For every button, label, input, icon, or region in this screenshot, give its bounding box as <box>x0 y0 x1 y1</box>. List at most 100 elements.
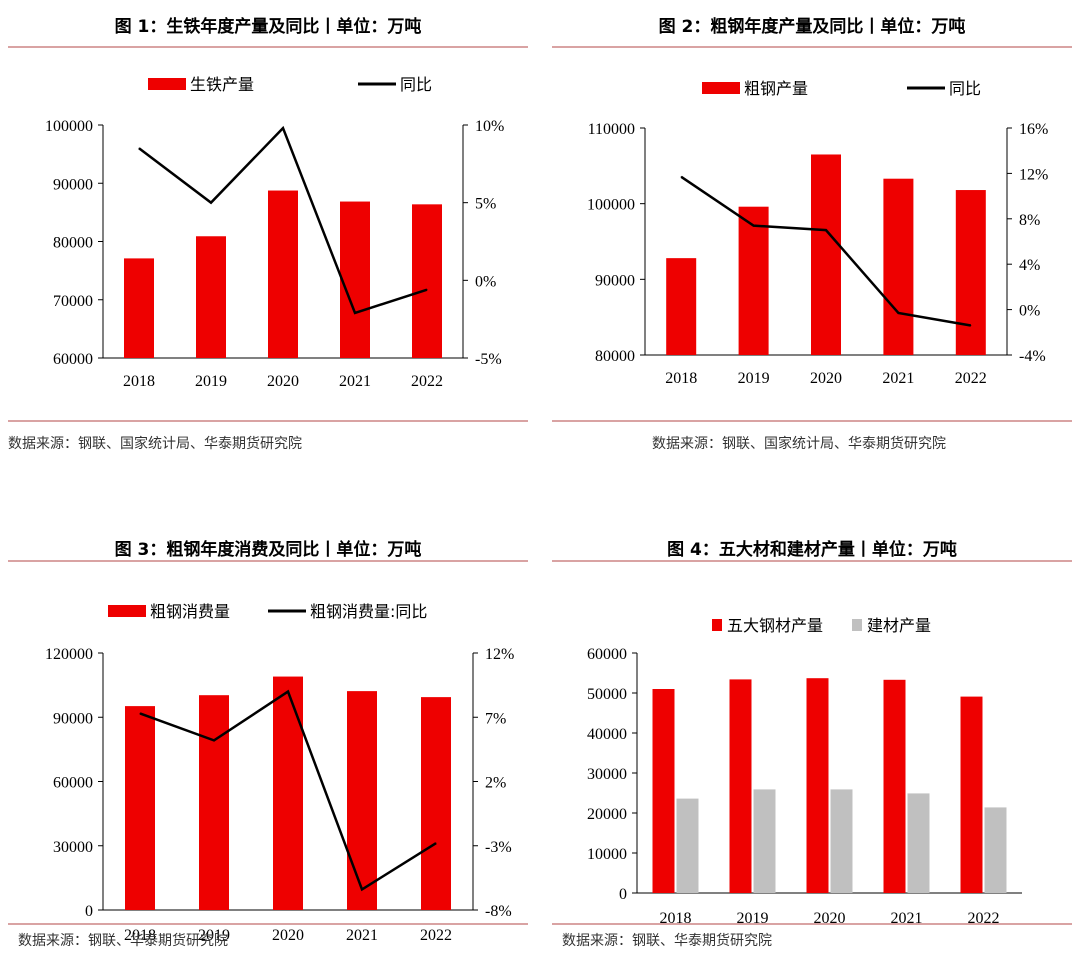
right-tick-label: -8% <box>485 903 512 920</box>
bar-primary <box>811 154 841 355</box>
yoy-point <box>213 739 215 741</box>
yoy-point <box>361 888 363 890</box>
category-label: 2021 <box>882 370 914 387</box>
bar-primary <box>652 689 675 893</box>
left-tick-label: 60000 <box>587 646 627 663</box>
bar-primary <box>124 258 154 358</box>
left-tick-label: 90000 <box>53 176 93 193</box>
bar-primary <box>421 697 451 910</box>
category-label: 2022 <box>968 910 1000 927</box>
left-tick-label: 50000 <box>587 686 627 703</box>
legend-swatch-primary <box>712 619 722 631</box>
category-label: 2020 <box>810 370 842 387</box>
bar-primary <box>666 258 697 355</box>
bar-primary <box>125 706 155 910</box>
legend-label-bar: 粗钢消费量 <box>150 602 230 621</box>
bar-primary <box>960 696 983 893</box>
left-tick-label: 90000 <box>53 710 93 727</box>
left-tick-label: 70000 <box>53 293 93 310</box>
right-tick-label: 5% <box>475 196 496 213</box>
chart-3-bottom-rule <box>8 923 528 925</box>
chart-2-plot: 80000 90000 100000 110000 -4% 0% 4% 8% 12% 16% 201… <box>587 79 1048 387</box>
left-tick-label: 100000 <box>45 118 93 135</box>
chart-4-plot: 0 10000 20000 30000 40000 50000 60000 2018 2019 2… <box>587 616 1022 927</box>
right-tick-label: 7% <box>485 710 506 727</box>
category-label: 2021 <box>339 373 371 390</box>
yoy-point <box>287 691 289 693</box>
category-label: 2019 <box>195 373 227 390</box>
bar-primary <box>196 236 226 358</box>
legend-swatch-bar <box>148 78 186 90</box>
yoy-point <box>426 289 428 291</box>
legend-swatch-bar <box>108 605 146 617</box>
legend-swatch-bar <box>702 82 740 94</box>
right-tick-label: 0% <box>475 273 496 290</box>
bar-primary <box>273 676 303 910</box>
bar-primary <box>340 201 370 358</box>
left-tick-label: 80000 <box>595 348 635 365</box>
left-tick-label: 30000 <box>53 839 93 856</box>
right-tick-label: 12% <box>485 646 514 663</box>
left-tick-label: 80000 <box>53 235 93 252</box>
chart-1-title: 图 1：生铁年度产量及同比丨单位：万吨 <box>114 17 422 37</box>
bar-primary <box>412 204 442 358</box>
chart-3-source: 数据来源：钢联、华泰期货研究院 <box>18 933 228 949</box>
chart-3-top-rule <box>8 560 528 562</box>
right-tick-label: -3% <box>485 839 512 856</box>
category-label: 2018 <box>665 370 697 387</box>
yoy-point <box>282 127 284 129</box>
chart-2-title: 图 2：粗钢年度产量及同比丨单位：万吨 <box>658 17 966 37</box>
chart-1-bottom-rule <box>8 420 528 422</box>
bar-primary <box>738 206 769 355</box>
legend-label-bar: 生铁产量 <box>190 75 254 94</box>
chart-1-source: 数据来源：钢联、国家统计局、华泰期货研究院 <box>8 436 302 452</box>
left-tick-label: 120000 <box>45 646 93 663</box>
left-tick-label: 40000 <box>587 726 627 743</box>
category-label: 2020 <box>267 373 299 390</box>
chart-1-top-rule <box>8 46 528 48</box>
legend-label-primary: 五大钢材产量 <box>727 616 823 635</box>
left-tick-label: 100000 <box>587 197 635 214</box>
left-tick-label: 30000 <box>587 766 627 783</box>
category-label: 2022 <box>411 373 443 390</box>
chart-1-plot: 60000 70000 80000 90000 100000 -5% 0% 5% 10% 2018… <box>45 75 504 390</box>
chart-panel-1: 图 1：生铁年度产量及同比丨单位：万吨 60000 70000 80000 90000… <box>8 0 528 470</box>
bar-secondary <box>984 807 1007 893</box>
yoy-point <box>210 202 212 204</box>
right-tick-label: -5% <box>475 351 502 368</box>
chart-3-plot: 0 30000 60000 90000 120000 -8% -3% 2% 7% 12% 2018 2… <box>45 602 514 944</box>
yoy-point <box>897 312 899 314</box>
right-tick-label: 2% <box>485 775 506 792</box>
bar-primary <box>347 691 377 910</box>
category-label: 2019 <box>738 370 770 387</box>
chart-3-title: 图 3：粗钢年度消费及同比丨单位：万吨 <box>114 540 422 560</box>
bar-primary <box>268 190 298 358</box>
yoy-point <box>354 312 356 314</box>
legend-label-bar: 粗钢产量 <box>744 79 808 98</box>
chart-4-bottom-rule <box>552 923 1072 925</box>
legend-swatch-secondary <box>852 619 862 631</box>
category-label: 2020 <box>272 927 304 944</box>
bar-primary <box>729 679 752 893</box>
left-tick-label: 0 <box>85 903 93 920</box>
left-tick-label: 90000 <box>595 272 635 289</box>
chart-2-source: 数据来源：钢联、国家统计局、华泰期货研究院 <box>652 436 946 452</box>
chart-4-top-rule <box>552 560 1072 562</box>
legend-label-line: 同比 <box>400 75 432 94</box>
category-label: 2021 <box>346 927 378 944</box>
category-label: 2022 <box>420 927 452 944</box>
legend-label-secondary: 建材产量 <box>867 616 931 635</box>
yoy-point <box>139 712 141 714</box>
chart-4-title: 图 4：五大材和建材产量丨单位：万吨 <box>667 540 957 560</box>
left-tick-label: 10000 <box>587 846 627 863</box>
chart-panel-4: 图 4：五大材和建材产量丨单位：万吨 0 10000 20000 30000 40000… <box>552 525 1072 965</box>
right-tick-label: -4% <box>1019 348 1046 365</box>
category-label: 2019 <box>737 910 769 927</box>
left-tick-label: 20000 <box>587 806 627 823</box>
yoy-point <box>680 176 682 178</box>
yoy-point <box>435 842 437 844</box>
legend-label-line: 同比 <box>949 79 981 98</box>
category-label: 2018 <box>124 927 156 944</box>
bar-primary <box>199 695 229 910</box>
bar-secondary <box>676 798 699 893</box>
